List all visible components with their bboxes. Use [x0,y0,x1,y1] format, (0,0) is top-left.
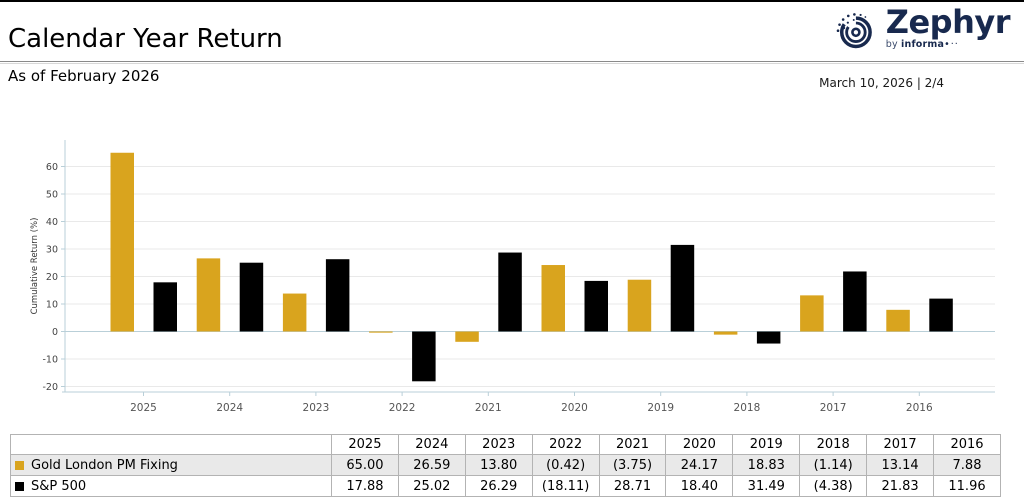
bar-gold-london-pm-fixing-2024 [196,258,221,332]
table-cell-2024: 26.59 [397,454,466,476]
x-tick-label-2018: 2018 [734,402,761,414]
table-cell-2023: 26.29 [464,475,533,497]
table-cell-2017: 21.83 [866,475,935,497]
bar-gold-london-pm-fixing-2023 [282,293,307,332]
bar-gold-london-pm-fixing-2018 [713,331,738,335]
y-tick-label: 0 [52,327,58,338]
bar-s-p-500-2016 [929,298,953,332]
x-tick-label-2023: 2023 [303,402,330,414]
table-cell-2019: 31.49 [732,475,801,497]
table-cell-2025: 65.00 [331,454,399,476]
y-tick-label: 20 [46,272,58,283]
legend-swatch-icon [15,460,24,470]
table-header-2020: 2020 [665,434,734,455]
table-cell-2021: (3.75) [598,454,667,476]
bar-s-p-500-2021 [498,252,522,332]
table-header-2022: 2022 [531,434,600,455]
legend-swatch-icon [15,481,24,491]
table-cell-2019: 18.83 [732,454,801,476]
table-header-2021: 2021 [598,434,667,455]
table-header-2017: 2017 [866,434,935,455]
bar-gold-london-pm-fixing-2017 [800,295,824,332]
series-name-cell: S&P 500 [10,475,332,497]
x-tick-label-2022: 2022 [389,402,416,414]
bar-s-p-500-2025 [153,282,177,332]
x-tick-label-2016: 2016 [906,402,933,414]
table-header-name [10,434,332,455]
y-tick-label: 40 [46,217,58,228]
table-row-gold-london-pm-fixing: Gold London PM Fixing 65.00 26.59 13.80 (0.4… [10,454,1001,476]
table-header-2023: 2023 [464,434,533,455]
table-header-2024: 2024 [397,434,466,455]
calendar-year-chart: -20 -10 0 10 20 30 40 50 60 2025 2024 2023 2022 2021 2… [30,140,995,414]
bar-gold-london-pm-fixing-2025 [110,152,134,332]
y-tick-label: 30 [46,245,58,256]
table-cell-2022: (18.11) [531,475,600,497]
as-of-date: As of February 2026 [8,67,160,85]
bar-gold-london-pm-fixing-2021 [455,331,479,342]
table-header-row: 2025 2024 2023 2022 2021 2020 2019 2018 2017 2016 [10,434,1001,455]
zephyr-brand-text: Zephyr [885,3,1011,41]
bar-s-p-500-2017 [843,271,867,332]
table-cell-2020: 24.17 [665,454,734,476]
bar-s-p-500-2022 [412,331,436,382]
zephyr-logo: Zephyr by informa•·· [835,3,1011,53]
byline-dots-icon: •·· [944,39,959,50]
table-cell-2024: 25.02 [397,475,466,497]
zephyr-logo-text: Zephyr by informa•·· [885,3,1011,50]
x-tick-label-2017: 2017 [820,402,847,414]
table-cell-2018: (1.14) [799,454,868,476]
table-header-2016: 2016 [933,434,1001,455]
bar-gold-london-pm-fixing-2019 [627,279,652,332]
y-axis-title: Cumulative Return (%) [30,218,40,315]
table-cell-2020: 18.40 [665,475,734,497]
table-cell-2023: 13.80 [464,454,533,476]
table-cell-2021: 28.71 [598,475,667,497]
y-tick-label: 60 [46,162,58,173]
y-tick-label: -20 [42,382,58,393]
page-title: Calendar Year Return [8,24,283,54]
x-tick-label-2019: 2019 [647,402,674,414]
table-cell-2017: 13.14 [866,454,935,476]
y-tick-label: 10 [46,300,58,311]
table-cell-2016: 7.88 [933,454,1001,476]
table-header-2018: 2018 [799,434,868,455]
table-cell-2018: (4.38) [799,475,868,497]
returns-table: 2025 2024 2023 2022 2021 2020 2019 2018 2017 2016… [10,434,1001,497]
bar-s-p-500-2023 [325,259,350,332]
series-name-cell: Gold London PM Fixing [10,454,332,476]
x-tick-label-2025: 2025 [130,402,157,414]
header-separator [0,61,1024,64]
bar-gold-london-pm-fixing-2016 [886,309,910,332]
y-tick-label: 50 [46,190,58,201]
table-header-2025: 2025 [331,434,399,455]
y-tick-label: -10 [42,355,58,366]
table-row-s-p-500: S&P 500 17.88 25.02 26.29 (18.11) 28.71 18.40 3… [10,475,1001,497]
table-cell-2022: (0.42) [531,454,600,476]
byline-informa: informa [901,39,945,50]
byline-by: by [885,39,902,50]
table-cell-2016: 11.96 [933,475,1001,497]
report-date-page: March 10, 2026 | 2/4 [819,76,944,90]
table-header-2019: 2019 [732,434,801,455]
bar-s-p-500-2020 [584,280,608,332]
table-cell-2025: 17.88 [331,475,399,497]
bar-s-p-500-2019 [670,244,695,332]
series-label: S&P 500 [31,478,87,494]
top-border [0,0,1024,2]
bar-gold-london-pm-fixing-2022 [369,331,393,333]
bar-s-p-500-2018 [756,331,781,344]
series-label: Gold London PM Fixing [31,457,178,473]
zephyr-logo-icon [836,13,872,49]
bar-s-p-500-2024 [239,262,264,332]
bar-gold-london-pm-fixing-2020 [541,265,565,332]
zephyr-byline: by informa•·· [886,39,1010,50]
x-tick-label-2021: 2021 [475,402,502,414]
x-tick-label-2020: 2020 [561,402,588,414]
x-tick-label-2024: 2024 [216,402,243,414]
